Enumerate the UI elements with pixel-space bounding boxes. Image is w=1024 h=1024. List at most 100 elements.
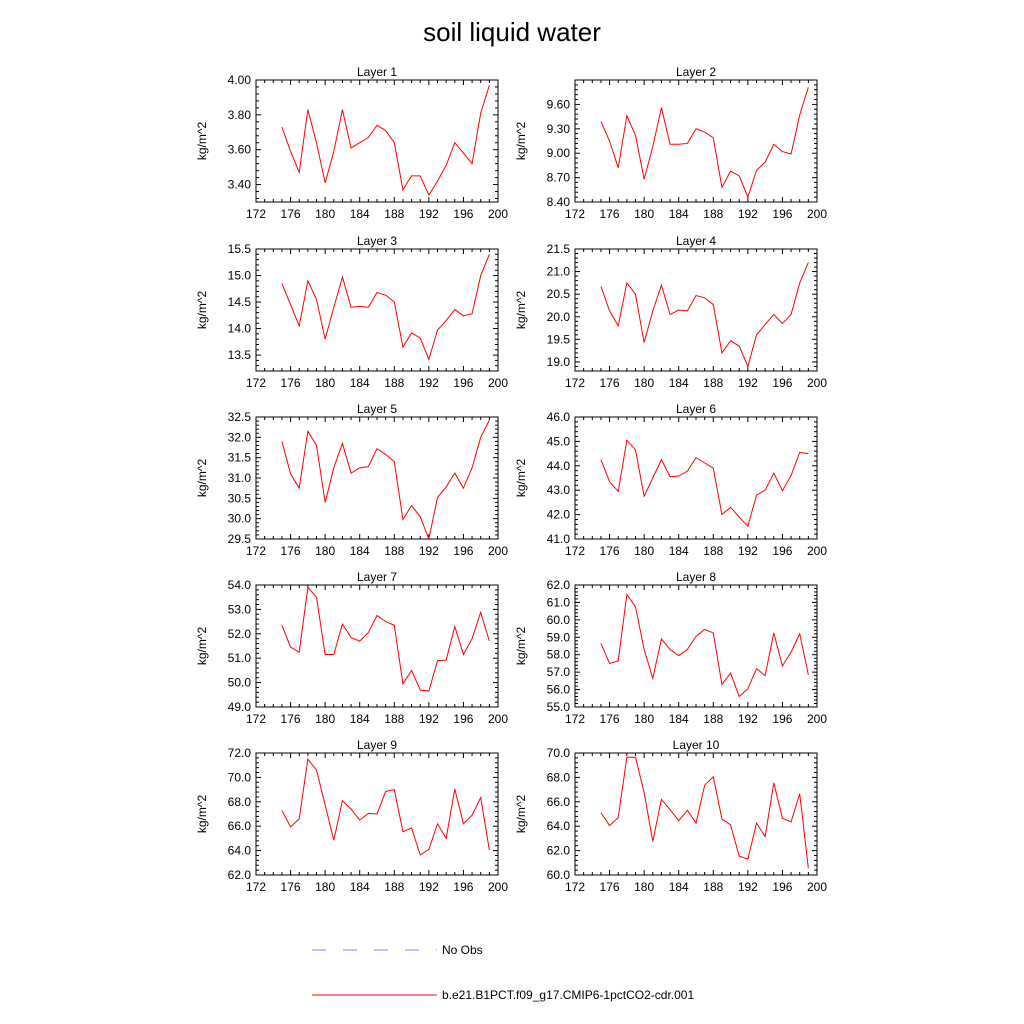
- x-tick-label: 176: [600, 880, 620, 894]
- x-tick-label: 188: [384, 376, 404, 390]
- plot-frame: [255, 584, 499, 708]
- x-tick-label: 188: [703, 880, 723, 894]
- y-tick-label: 13.5: [228, 348, 252, 362]
- y-tick-label: 64.0: [228, 844, 252, 858]
- y-tick-label: 66.0: [228, 819, 252, 833]
- y-tick-label: 45.0: [547, 434, 571, 448]
- series-line: [600, 262, 809, 368]
- x-tick-label: 180: [315, 207, 335, 221]
- x-tick-label: 196: [772, 880, 792, 894]
- y-tick-label: 14.0: [228, 322, 252, 336]
- x-tick-label: 172: [565, 712, 585, 726]
- legend-label-model: b.e21.B1PCT.f09_g17.CMIP6-1pctCO2-cdr.00…: [442, 988, 694, 1002]
- panel-title: Layer 6: [676, 402, 716, 416]
- x-tick-label: 188: [703, 207, 723, 221]
- y-tick-label: 61.0: [547, 595, 571, 609]
- x-tick-label: 180: [634, 712, 654, 726]
- y-tick-label: 8.70: [547, 171, 571, 185]
- y-tick-label: 49.0: [228, 700, 252, 714]
- x-tick-label: 184: [669, 880, 689, 894]
- x-tick-label: 192: [738, 712, 758, 726]
- x-tick-label: 180: [634, 207, 654, 221]
- x-tick-label: 180: [634, 544, 654, 558]
- y-tick-label: 20.0: [547, 310, 571, 324]
- y-tick-label: 42.0: [547, 508, 571, 522]
- y-axis-label: kg/m^2: [195, 291, 209, 330]
- panel-layer-6: Layer 6 172 176 180 184 188 192 196 200 41.0 42.0 4…: [514, 402, 827, 558]
- y-tick-label: 31.0: [228, 471, 252, 485]
- y-tick-label: 68.0: [228, 795, 252, 809]
- x-tick-label: 172: [246, 712, 266, 726]
- series-line: [281, 586, 490, 692]
- x-tick-label: 184: [669, 376, 689, 390]
- panel-title: Layer 10: [673, 738, 720, 752]
- y-tick-label: 14.5: [228, 295, 252, 309]
- x-tick-label: 180: [634, 880, 654, 894]
- y-axis-label: kg/m^2: [195, 627, 209, 666]
- panels: Layer 1 172 176 180 184 188 192 196 200 3.40 3.60 3…: [195, 65, 827, 894]
- x-tick-label: 172: [565, 207, 585, 221]
- y-tick-label: 50.0: [228, 676, 252, 690]
- x-tick-label: 196: [772, 207, 792, 221]
- x-tick-label: 176: [281, 376, 301, 390]
- panel-title: Layer 9: [357, 738, 397, 752]
- y-tick-label: 68.0: [547, 770, 571, 784]
- x-tick-label: 188: [703, 376, 723, 390]
- x-tick-label: 176: [281, 880, 301, 894]
- panel-layer-5: Layer 5 172 176 180 184 188 192 196 200 29.5 30.0 3…: [195, 402, 508, 558]
- panel-title: Layer 7: [357, 570, 397, 584]
- x-tick-label: 184: [350, 376, 370, 390]
- y-tick-label: 21.5: [547, 242, 571, 256]
- series-line: [600, 756, 809, 869]
- x-tick-label: 192: [419, 712, 439, 726]
- plot-frame: [574, 248, 818, 372]
- y-axis-label: kg/m^2: [514, 627, 528, 666]
- x-tick-label: 200: [807, 712, 827, 726]
- legend-entry-model: b.e21.B1PCT.f09_g17.CMIP6-1pctCO2-cdr.00…: [312, 988, 694, 1002]
- x-tick-label: 192: [419, 544, 439, 558]
- panel-title: Layer 4: [676, 234, 716, 248]
- y-tick-label: 19.0: [547, 355, 571, 369]
- plot-frame: [255, 416, 499, 540]
- y-tick-label: 9.30: [547, 122, 571, 136]
- panel-title: Layer 3: [357, 234, 397, 248]
- y-tick-label: 32.5: [228, 410, 252, 424]
- x-tick-label: 180: [315, 376, 335, 390]
- x-tick-label: 200: [807, 544, 827, 558]
- legend-entry-no-obs: No Obs: [312, 943, 483, 957]
- y-axis-label: kg/m^2: [514, 291, 528, 330]
- x-tick-label: 196: [453, 544, 473, 558]
- y-tick-label: 30.0: [228, 512, 252, 526]
- y-tick-label: 57.0: [547, 665, 571, 679]
- y-tick-label: 64.0: [547, 819, 571, 833]
- x-tick-label: 184: [669, 207, 689, 221]
- panel-layer-8: Layer 8 172 176 180 184 188 192 196 200 55.0 56.0 5…: [514, 570, 827, 726]
- x-tick-label: 184: [350, 712, 370, 726]
- plot-frame: [574, 752, 818, 876]
- x-tick-label: 196: [772, 376, 792, 390]
- y-tick-label: 8.40: [547, 195, 571, 209]
- x-tick-label: 172: [565, 880, 585, 894]
- x-tick-label: 184: [350, 207, 370, 221]
- x-tick-label: 172: [565, 376, 585, 390]
- y-tick-label: 72.0: [228, 746, 252, 760]
- x-tick-label: 188: [384, 712, 404, 726]
- y-tick-label: 15.0: [228, 269, 252, 283]
- x-tick-label: 172: [246, 544, 266, 558]
- x-tick-label: 176: [600, 712, 620, 726]
- panel-title: Layer 5: [357, 402, 397, 416]
- x-tick-label: 200: [488, 880, 508, 894]
- main-title: soil liquid water: [423, 17, 601, 47]
- y-tick-label: 41.0: [547, 532, 571, 546]
- panel-title: Layer 8: [676, 570, 716, 584]
- y-tick-label: 55.0: [547, 700, 571, 714]
- y-tick-label: 44.0: [547, 459, 571, 473]
- y-axis-label: kg/m^2: [514, 459, 528, 498]
- y-tick-label: 15.5: [228, 242, 252, 256]
- y-tick-label: 62.0: [547, 578, 571, 592]
- series-line: [600, 593, 809, 698]
- x-tick-label: 192: [738, 544, 758, 558]
- x-tick-label: 192: [419, 880, 439, 894]
- y-tick-label: 62.0: [547, 844, 571, 858]
